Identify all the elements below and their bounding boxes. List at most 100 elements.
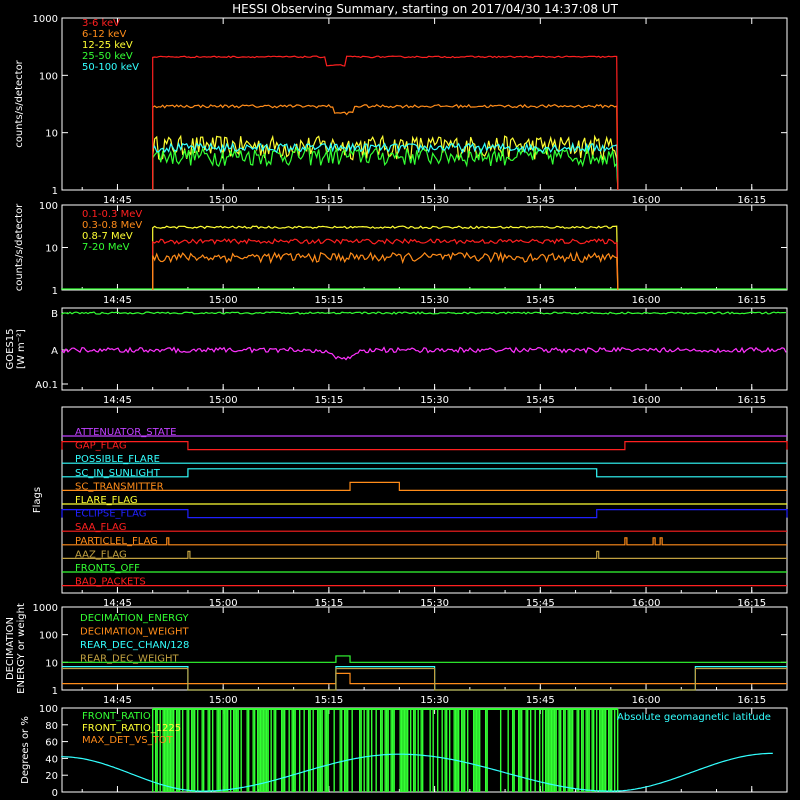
flag-line <box>61 441 788 451</box>
lightcurve-low-frame <box>61 17 788 191</box>
x-tick-label: 15:15 <box>314 195 343 206</box>
x-tick-label: 15:45 <box>526 695 555 706</box>
legend-entry: 6-12 keV <box>82 29 126 40</box>
flag-label: BAD_PACKETS <box>75 577 146 588</box>
y-tick-label: 20 <box>45 771 58 782</box>
x-tick-label: 15:15 <box>314 395 343 406</box>
legend-entry: DECIMATION_ENERGY <box>80 613 189 624</box>
x-tick-label: 15:30 <box>420 295 449 306</box>
y-tick-label: 1 <box>52 186 58 197</box>
y-tick-label: 1 <box>52 686 58 697</box>
y-axis-label: counts/s/detector <box>14 59 25 147</box>
decimation-frame <box>61 606 788 691</box>
ratios-panel: 0 20 40 60 80 100 Degrees or % FRONT_RATIOFRONT… <box>20 704 788 799</box>
series-line <box>152 250 619 291</box>
legend-entry: REAR_DEC_WEIGHT <box>80 654 179 665</box>
legend-entry: 0.8-7 MeV <box>82 231 133 242</box>
y-tick-label: 1000 <box>33 14 58 25</box>
ratio-legend: FRONT_RATIOFRONT_RATIO_1225MAX_DET_VS_TO… <box>82 711 181 746</box>
flag-line <box>62 468 787 478</box>
flag-label: FLARE_FLAG <box>75 495 138 506</box>
y-tick-label: A0.1 <box>35 380 58 391</box>
x-tick-label: 16:00 <box>632 195 661 206</box>
x-tick-label: 15:45 <box>526 598 555 609</box>
x-tick-label: 14:45 <box>103 395 132 406</box>
legend-entry: 12-25 keV <box>82 40 133 51</box>
x-tick-label: 15:15 <box>314 295 343 306</box>
x-tick-label: 16:15 <box>737 598 766 609</box>
goes-panel: 14:45 15:00 15:15 15:30 15:45 16:00 16:15 A0.1 A… <box>5 307 788 406</box>
y-tick-label: 100 <box>39 71 58 82</box>
x-tick-label: 15:00 <box>209 695 238 706</box>
legend-entry: 25-50 keV <box>82 51 133 62</box>
legend-entry: 50-100 keV <box>82 62 139 73</box>
x-tick-label: 15:00 <box>209 598 238 609</box>
flag-label: GAP_FLAG <box>75 441 127 452</box>
series-line <box>61 311 787 315</box>
series-line <box>62 655 787 663</box>
series-line <box>62 667 787 691</box>
x-tick-label: 15:15 <box>314 695 343 706</box>
flag-line <box>61 509 788 519</box>
legend-entry: DECIMATION_WEIGHT <box>80 627 189 638</box>
x-tick-label: 15:00 <box>209 395 238 406</box>
x-tick-label: 16:15 <box>737 695 766 706</box>
y-axis-label: ENERGY or weight <box>16 603 27 694</box>
x-tick-label: 16:00 <box>632 295 661 306</box>
y-axis-label: [W m⁻²] <box>16 329 27 369</box>
x-tick-label: 16:00 <box>632 598 661 609</box>
y-tick-label: A <box>51 346 58 357</box>
x-tick-label: 15:45 <box>526 395 555 406</box>
y-tick-label: 60 <box>45 738 58 749</box>
y-tick-label: 10 <box>45 244 58 255</box>
y-tick-label: 1000 <box>33 603 58 614</box>
flag-label: ECLIPSE_FLAG <box>75 509 146 520</box>
y-axis-label: counts/s/detector <box>14 203 25 291</box>
flag-label: PARTICLEL_FLAG <box>75 536 158 547</box>
series-line <box>152 55 619 191</box>
goes-frame <box>61 307 788 391</box>
x-tick-label: 16:00 <box>632 395 661 406</box>
flag-label: SC_IN_SUNLIGHT <box>75 468 161 479</box>
series-line <box>152 103 619 191</box>
legend-entry: 0.3-0.8 MeV <box>82 220 142 231</box>
flags-frame <box>61 406 788 594</box>
x-tick-label: 16:00 <box>632 695 661 706</box>
y-tick-label: B <box>51 309 58 320</box>
x-tick-label: 14:45 <box>103 598 132 609</box>
y-tick-label: 100 <box>39 631 58 642</box>
series-line <box>152 238 619 291</box>
x-tick-label: 15:30 <box>420 598 449 609</box>
x-tick-label: 15:30 <box>420 195 449 206</box>
legend-entry: FRONT_RATIO_1225 <box>82 723 181 734</box>
x-tick-label: 15:30 <box>420 395 449 406</box>
legend-entry: 3-6 keV <box>82 18 120 29</box>
x-tick-label: 16:15 <box>737 195 766 206</box>
y-axis-label: Degrees or % <box>20 716 31 784</box>
chart-title: HESSI Observing Summary, starting on 201… <box>232 2 618 16</box>
flag-label: POSSIBLE_FLARE <box>75 454 160 465</box>
x-tick-label: 14:45 <box>103 195 132 206</box>
series-line <box>152 141 619 191</box>
lightcurve-low-panel: 14:45 15:00 15:15 15:30 15:45 16:00 16:15 1 10 10… <box>14 14 788 206</box>
legend-entry: 0.1-0.3 MeV <box>82 209 142 220</box>
y-tick-label: 100 <box>39 704 58 715</box>
latitude-annotation: Absolute geomagnetic latitude <box>617 712 771 723</box>
x-tick-label: 15:45 <box>526 295 555 306</box>
y-tick-label: 10 <box>45 129 58 140</box>
flag-label: SC_TRANSMITTER <box>75 481 164 492</box>
x-tick-label: 15:15 <box>314 598 343 609</box>
decimation-panel: 14:45 15:00 15:15 15:30 15:45 16:00 16:15 1 10 10… <box>5 603 788 706</box>
x-tick-label: 16:15 <box>737 395 766 406</box>
plot-layer: 14:45 15:00 15:15 15:30 15:45 16:00 16:1511010… <box>5 14 788 799</box>
y-tick-label: 1 <box>52 286 58 297</box>
y-tick-label: 100 <box>39 201 58 212</box>
flags-panel: 14:45 15:00 15:15 15:30 15:45 16:00 16:15 Flags… <box>32 406 788 609</box>
y-tick-label: 0 <box>52 788 58 799</box>
flag-label: FRONTS_OFF <box>75 563 140 574</box>
flag-label: SAA_FLAG <box>75 522 126 533</box>
latitude-line <box>61 752 773 792</box>
x-tick-label: 14:45 <box>103 295 132 306</box>
legend-entry: 7-20 MeV <box>82 242 130 253</box>
